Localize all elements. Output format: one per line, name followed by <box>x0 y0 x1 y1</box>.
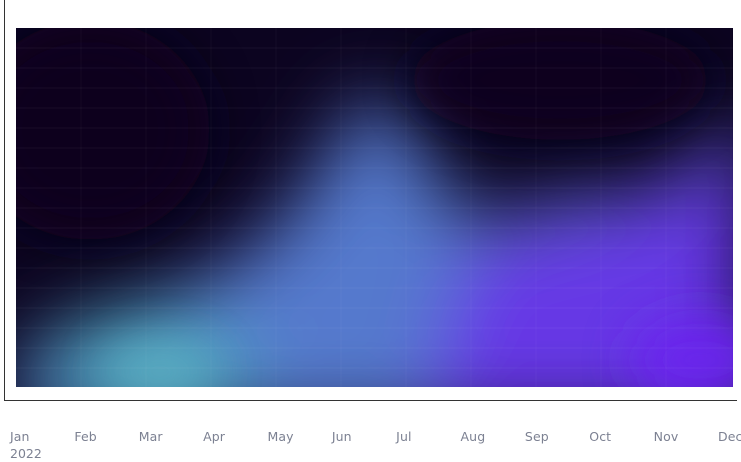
highlight-dark-left <box>16 28 210 240</box>
heatmap-surface <box>16 28 733 387</box>
heatmap-highlights <box>16 28 733 387</box>
x-tick-label: Dec <box>718 429 741 444</box>
x-tick-label: Aug <box>460 429 486 444</box>
grid-lines <box>16 47 733 369</box>
x-tick-label: Mar <box>138 429 163 444</box>
x-tick-label: May <box>267 429 294 444</box>
x-tick-label: Feb <box>74 429 97 444</box>
highlight-dark-right <box>410 28 710 140</box>
x-tick-label: Jun <box>331 429 352 444</box>
x-tick-label: Oct <box>589 429 612 444</box>
x-tick-label: Apr <box>203 429 226 444</box>
highlight-teal <box>105 344 215 387</box>
x-tick-label: Sep <box>524 429 549 444</box>
year-label: 2022 <box>10 446 42 461</box>
x-tick-label: Nov <box>653 429 679 444</box>
highlight-violet <box>630 315 733 387</box>
x-tick-label: Jan <box>10 429 30 444</box>
x-tick-label: Jul <box>396 429 412 444</box>
